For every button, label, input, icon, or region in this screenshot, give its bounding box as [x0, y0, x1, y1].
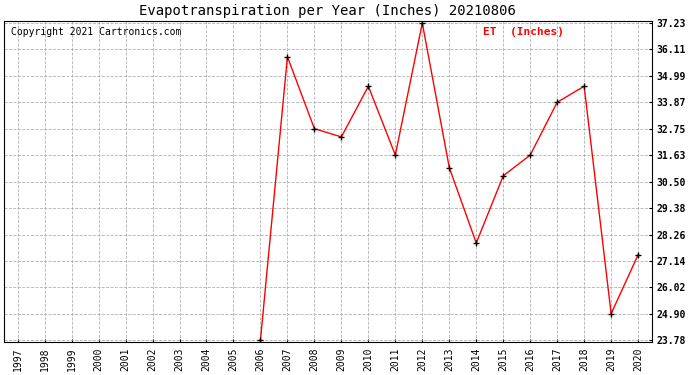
- Text: Copyright 2021 Cartronics.com: Copyright 2021 Cartronics.com: [10, 27, 181, 37]
- Title: Evapotranspiration per Year (Inches) 20210806: Evapotranspiration per Year (Inches) 202…: [139, 4, 516, 18]
- Text: ET  (Inches): ET (Inches): [483, 27, 564, 37]
